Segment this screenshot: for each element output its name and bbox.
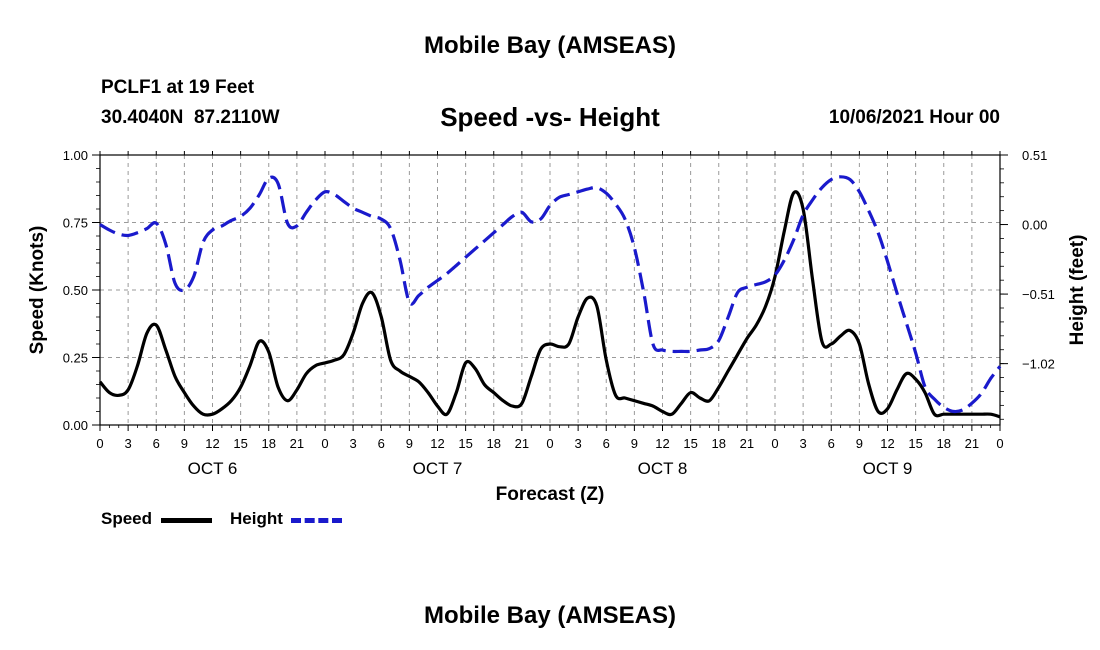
x-tick-label: 9	[631, 436, 638, 451]
legend-speed-swatch	[161, 518, 212, 523]
x-tick-label: 0	[321, 436, 328, 451]
x-tick-label: 18	[937, 436, 951, 451]
x-tick-label: 18	[487, 436, 501, 451]
series-line-height	[99, 175, 1002, 414]
x-tick-label: 18	[712, 436, 726, 451]
grid	[100, 155, 1000, 425]
y-right-tick-label: 0.00	[1022, 218, 1047, 233]
x-tick-label: 21	[515, 436, 529, 451]
x-tick-label: 15	[908, 436, 922, 451]
day-label: OCT 6	[188, 459, 238, 478]
y-left-tick-label: 0.00	[63, 418, 88, 433]
x-tick-label: 0	[771, 436, 778, 451]
x-tick-label: 12	[655, 436, 669, 451]
x-tick-label: 6	[603, 436, 610, 451]
forecast-datetime: 10/06/2021 Hour 00	[828, 107, 1000, 128]
x-tick-label: 9	[181, 436, 188, 451]
x-tick-label: 0	[96, 436, 103, 451]
x-tick-label: 21	[965, 436, 979, 451]
x-tick-label: 3	[350, 436, 357, 451]
x-tick-label: 0	[996, 436, 1003, 451]
y-axis-label-right: Height (feet)	[1067, 235, 1088, 346]
x-tick-label: 9	[406, 436, 413, 451]
x-tick-label: 15	[233, 436, 247, 451]
x-axis-label: Forecast (Z)	[496, 484, 605, 505]
x-tick-label: 15	[683, 436, 697, 451]
day-label: OCT 8	[638, 459, 688, 478]
day-label: OCT 7	[413, 459, 463, 478]
x-tick-label: 3	[125, 436, 132, 451]
x-tick-label: 21	[290, 436, 304, 451]
x-tick-label: 21	[740, 436, 754, 451]
x-tick-label: 12	[880, 436, 894, 451]
x-tick-label: 3	[800, 436, 807, 451]
chart-title-top: Mobile Bay (AMSEAS)	[423, 32, 677, 59]
chart-title: Speed -vs- Height	[440, 102, 660, 132]
y-left-tick-label: 0.75	[63, 216, 88, 231]
y-right-tick-label: −1.02	[1022, 357, 1055, 372]
x-tick-label: 6	[378, 436, 385, 451]
x-tick-label: 6	[153, 436, 160, 451]
y-axis-label-left: Speed (Knots)	[27, 226, 48, 355]
day-label: OCT 9	[863, 459, 913, 478]
y-left-tick-label: 0.50	[63, 283, 88, 298]
chart-title-bottom: Mobile Bay (AMSEAS)	[423, 602, 677, 629]
axis-ticks	[92, 151, 1008, 431]
series	[98, 175, 1002, 419]
tick-labels: 0 3 6 9 12 15 18 21 0 3 6 9 12 15 18 21 0 3 6 9 12 15 18 21 0 3 6 9…	[63, 148, 1055, 478]
x-tick-label: 15	[458, 436, 472, 451]
legend-height-label: Height	[230, 509, 283, 528]
y-right-tick-label: 0.51	[1022, 148, 1047, 163]
legend-speed-label: Speed	[101, 509, 153, 528]
x-tick-label: 3	[575, 436, 582, 451]
station-coordinates: 30.4040N 87.2110W	[101, 107, 280, 128]
y-left-tick-label: 0.25	[63, 351, 88, 366]
x-tick-label: 12	[430, 436, 444, 451]
x-tick-label: 12	[205, 436, 219, 451]
x-tick-label: 0	[546, 436, 553, 451]
legend-height-swatch	[291, 518, 342, 523]
y-left-tick-label: 1.00	[63, 148, 88, 163]
x-tick-label: 6	[828, 436, 835, 451]
series-line-speed	[98, 190, 1001, 419]
x-tick-label: 18	[262, 436, 276, 451]
station-label: PCLF1 at 19 Feet	[101, 77, 255, 98]
x-tick-label: 9	[856, 436, 863, 451]
y-right-tick-label: −0.51	[1022, 287, 1055, 302]
